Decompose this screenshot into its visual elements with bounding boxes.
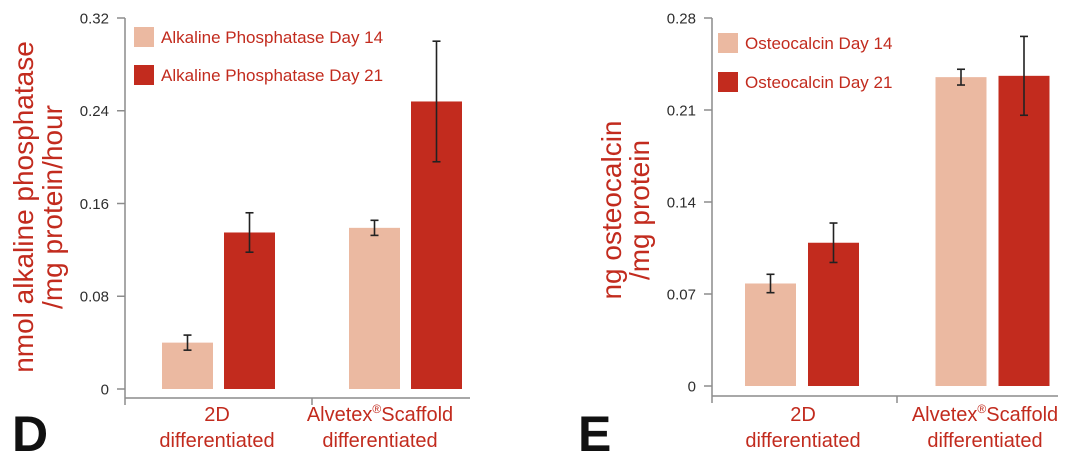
bar-osteocalcin-day-21-2d-differentiated [808, 242, 859, 386]
error-bar-alkaline-phosphatase-day-14-2d-differentiated [183, 334, 192, 351]
y-tick-label: 0.14 [667, 194, 696, 211]
legend-label: Alkaline Phosphatase Day 14 [161, 28, 383, 47]
legend-label: Osteocalcin Day 14 [745, 34, 892, 53]
x-category-label-line-2: differentiated [159, 430, 274, 452]
error-bar-osteocalcin-day-14-2d-differentiated [766, 273, 775, 294]
legend-swatch [718, 33, 738, 53]
error-bar-alkaline-phosphatase-day-21-alvetex-scaffold-differentiated [432, 40, 441, 163]
legend-label: Alkaline Phosphatase Day 21 [161, 66, 383, 85]
y-tick-label: 0.24 [80, 103, 109, 120]
series-alkaline-phosphatase-day-14 [162, 219, 400, 389]
x-category-label-line-2: differentiated [745, 430, 860, 452]
x-category-label-line-2: differentiated [322, 430, 437, 452]
y-tick-label: 0.32 [80, 10, 109, 27]
legend-e: Osteocalcin Day 14 Osteocalcin Day 21 [718, 33, 892, 92]
legend-swatch [134, 27, 154, 47]
y-tick-label: 0 [101, 381, 109, 398]
bar-osteocalcin-day-14-2d-differentiated [745, 283, 796, 386]
y-tick-label: 0.08 [80, 289, 109, 306]
axes-d: 0 0.08 0.16 0.24 0.32 [80, 10, 470, 405]
x-category-alvetex-scaffold-differentiated: Alvetex®Scaffold differentiated [307, 402, 453, 452]
series-alkaline-phosphatase-day-21 [224, 40, 462, 389]
legend-label: Osteocalcin Day 21 [745, 73, 892, 92]
legend-d: Alkaline Phosphatase Day 14 Alkaline Phos… [134, 27, 383, 85]
x-category-label-line-2: differentiated [927, 430, 1042, 452]
x-category-label-line-1: Alvetex®Scaffold [912, 402, 1058, 426]
chart-panel-e: E 0 0.07 0.14 0.21 0.28 ng osteocalcin/mg pro… [578, 10, 1058, 454]
y-tick-label: 0.16 [80, 196, 109, 213]
x-category-2d-differentiated: 2D differentiated [159, 404, 274, 452]
axes-e: 0 0.07 0.14 0.21 0.28 [667, 10, 1058, 403]
bar-alkaline-phosphatase-day-21-2d-differentiated [224, 232, 275, 389]
series-osteocalcin-day-21 [808, 35, 1050, 386]
x-category-label-line-1: 2D [790, 404, 816, 426]
error-bar-osteocalcin-day-21-alvetex-scaffold-differentiated [1020, 35, 1028, 117]
y-tick-label: 0.28 [667, 10, 696, 27]
legend-swatch [134, 65, 154, 85]
series-osteocalcin-day-14 [745, 68, 987, 387]
panel-label-d: D [12, 406, 48, 454]
y-tick-label: 0 [688, 378, 696, 395]
y-tick-label: 0.07 [667, 286, 696, 303]
y-axis-title-line-2: /mg protein/hour [37, 105, 68, 309]
x-category-alvetex-scaffold-differentiated: Alvetex®Scaffold differentiated [912, 402, 1058, 452]
error-bar-osteocalcin-day-14-alvetex-scaffold-differentiated [957, 68, 965, 86]
chart-panel-d: D 0 0.08 0.16 0.24 0.32 nmol alkaline phospha… [8, 10, 470, 454]
bar-alkaline-phosphatase-day-14-alvetex-scaffold-differentiated [349, 227, 400, 389]
legend-swatch [718, 72, 738, 92]
y-axis-title-line-1: nmol alkaline phosphatase [8, 41, 39, 373]
y-axis-title-line-2: /mg protein [624, 140, 655, 280]
error-bar-alkaline-phosphatase-day-14-alvetex-scaffold-differentiated [370, 219, 379, 237]
y-tick-label: 0.21 [667, 102, 696, 119]
bar-osteocalcin-day-21-alvetex-scaffold-differentiated [998, 75, 1050, 386]
bar-osteocalcin-day-14-alvetex-scaffold-differentiated [935, 77, 987, 387]
panel-label-e: E [578, 406, 611, 454]
legend-item-alkaline-phosphatase-day-21: Alkaline Phosphatase Day 21 [134, 65, 383, 85]
error-bar-osteocalcin-day-21-2d-differentiated [829, 222, 838, 264]
x-category-label-line-1: 2D [204, 404, 230, 426]
y-axis-title-line-1: ng osteocalcin [596, 120, 627, 299]
x-category-2d-differentiated: 2D differentiated [745, 404, 860, 452]
legend-item-alkaline-phosphatase-day-14: Alkaline Phosphatase Day 14 [134, 27, 383, 47]
legend-item-osteocalcin-day-21: Osteocalcin Day 21 [718, 72, 892, 92]
x-category-label-line-1: Alvetex®Scaffold [307, 402, 453, 426]
error-bar-alkaline-phosphatase-day-21-2d-differentiated [245, 211, 254, 253]
legend-item-osteocalcin-day-14: Osteocalcin Day 14 [718, 33, 892, 53]
